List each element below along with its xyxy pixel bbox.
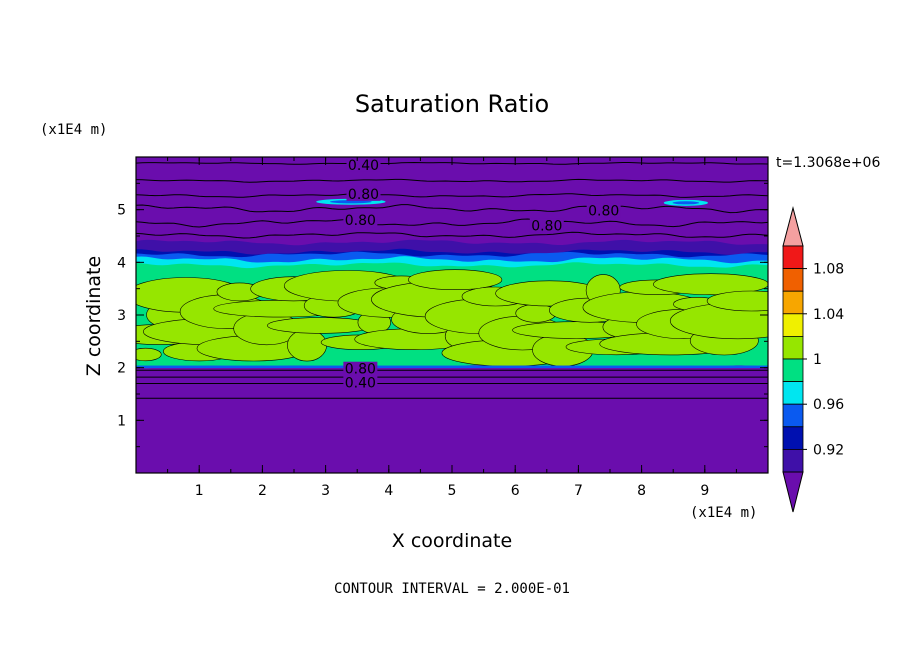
colorbar: 1.08 1.04 1 0.96 0.92 <box>782 206 844 513</box>
contour-interval-note: CONTOUR INTERVAL = 2.000E-01 <box>334 581 570 597</box>
y-tick-label: 2 <box>117 361 126 377</box>
colorbar-label: 0.92 <box>813 442 844 458</box>
lime-patch <box>515 303 557 323</box>
colorbar-segment <box>782 245 804 270</box>
contour-line <box>136 193 768 198</box>
y-tick-label: 4 <box>117 255 126 271</box>
colorbar-segment <box>782 313 804 337</box>
y-axis-ticks: 1 2 3 4 5 <box>117 182 768 448</box>
x-tick-label: 3 <box>321 483 330 499</box>
contour-label: 0.40 <box>345 375 376 391</box>
contour-label: 0.80 <box>348 187 379 203</box>
colorbar-top-arrow <box>782 206 804 247</box>
x-tick-label: 6 <box>511 483 520 499</box>
colorbar-bottom-arrow <box>782 471 804 513</box>
contour-label-bg <box>529 218 564 233</box>
x-tick-label: 7 <box>574 483 583 499</box>
saturation-field <box>136 157 768 473</box>
contour-label: 0.80 <box>345 213 376 229</box>
contour-label-bg <box>343 375 378 390</box>
lime-patch <box>408 269 503 291</box>
y-axis-label: Z coordinate <box>83 256 105 376</box>
contour-line <box>136 231 768 239</box>
colorbar-segment <box>782 448 804 473</box>
colorbar-segment <box>782 335 804 360</box>
upper-streak-core <box>672 201 700 205</box>
contour-label-bg <box>346 186 381 201</box>
contour-label-bg <box>343 361 378 376</box>
colorbar-label: 1.08 <box>813 262 844 278</box>
contour-label: 0.80 <box>345 362 376 378</box>
y-tick-label: 5 <box>117 203 126 219</box>
x-tick-label: 1 <box>195 483 204 499</box>
colorbar-segment <box>782 268 804 292</box>
contour-line <box>136 218 768 228</box>
lime-patch <box>287 329 327 362</box>
y-tick-label: 3 <box>117 308 126 324</box>
contour-label-bg <box>586 203 621 218</box>
colorbar-label: 1 <box>813 352 822 368</box>
contour-label-bg <box>343 213 378 228</box>
contour-line <box>136 204 768 214</box>
contour-labels: 0.400.800.800.800.800.800.40 <box>343 157 621 391</box>
colorbar-segment <box>782 426 804 450</box>
time-label: t=1.3068e+06 <box>776 155 880 171</box>
colorbar-label: 1.04 <box>813 307 844 323</box>
lime-patch <box>706 290 768 312</box>
contour-line <box>136 178 768 183</box>
x-axis-label: X coordinate <box>392 530 512 552</box>
colorbar-segment <box>782 358 804 383</box>
y-axis-unit: (x1E4 m) <box>40 122 107 138</box>
chart-title: Saturation Ratio <box>355 90 549 118</box>
x-tick-label: 2 <box>258 483 267 499</box>
contour-label-bg <box>346 157 381 172</box>
contour-label: 0.80 <box>588 204 619 220</box>
cloud-base-line <box>136 365 768 369</box>
lime-patch <box>267 317 374 334</box>
upper-streak-core <box>330 200 372 204</box>
x-axis-unit: (x1E4 m) <box>690 505 757 521</box>
contour-label: 0.40 <box>348 158 379 174</box>
colorbar-segment <box>782 381 804 405</box>
x-tick-label: 5 <box>448 483 457 499</box>
contour-label: 0.80 <box>531 218 562 234</box>
x-axis-ticks: 1 2 3 4 5 6 7 8 9 <box>167 157 737 499</box>
x-tick-label: 8 <box>637 483 646 499</box>
y-tick-label: 1 <box>117 413 126 429</box>
colorbar-label: 0.96 <box>813 397 844 413</box>
lime-patch <box>136 347 162 362</box>
colorbar-segment <box>782 290 804 315</box>
x-tick-label: 9 <box>700 483 709 499</box>
x-tick-label: 4 <box>384 483 393 499</box>
contour-lines <box>136 161 768 399</box>
lime-patch <box>653 273 768 295</box>
colorbar-segment <box>782 403 804 428</box>
